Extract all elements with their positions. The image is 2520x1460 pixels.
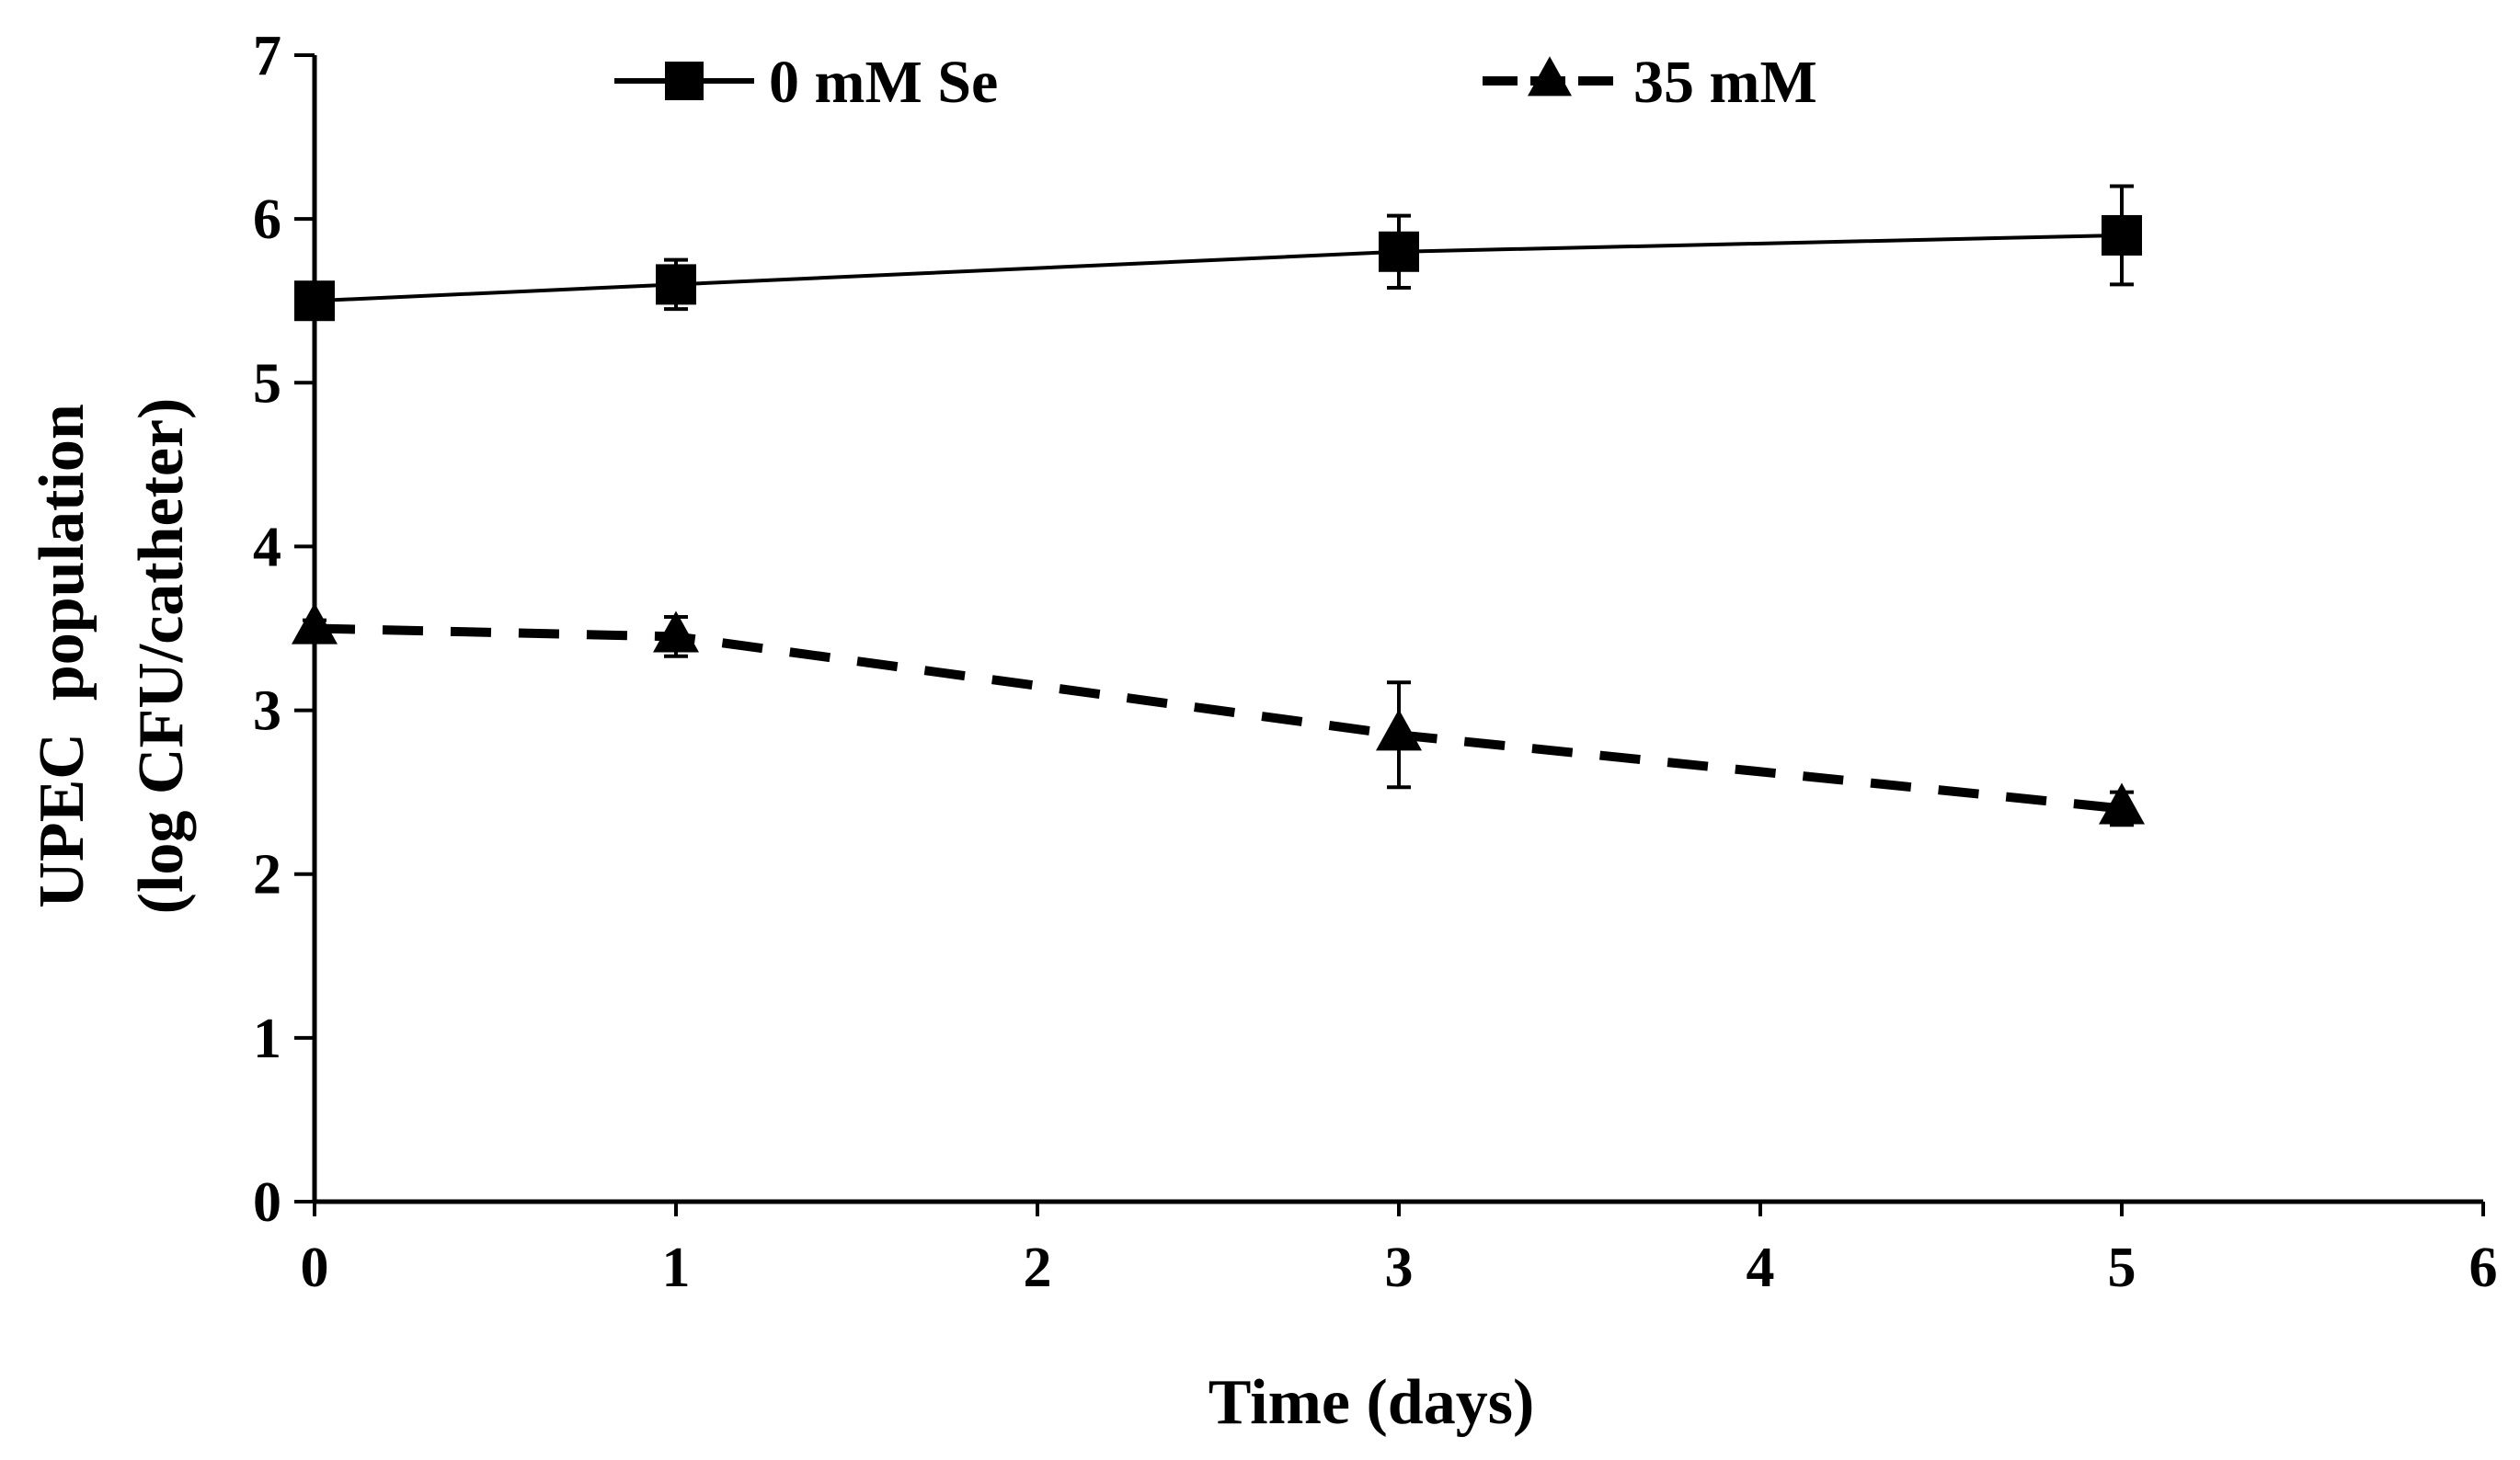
- series-1: [294, 184, 2142, 322]
- x-tick-label: 2: [1024, 1237, 1052, 1299]
- legend-marker: [1528, 56, 1572, 97]
- y-tick-label: 3: [253, 680, 281, 743]
- legend-label: 0 mM Se: [769, 49, 998, 116]
- x-tick-label: 3: [1385, 1237, 1414, 1299]
- y-tick-label: 5: [253, 352, 281, 415]
- y-tick-label: 4: [253, 516, 281, 578]
- data-point: [294, 280, 335, 322]
- y-tick-label: 6: [253, 188, 281, 251]
- x-tick-label: 6: [2469, 1237, 2498, 1299]
- data-point: [1379, 231, 1419, 272]
- y-tick-label: 7: [253, 25, 281, 87]
- legend-item-1: 0 mM Se: [614, 49, 998, 116]
- x-tick-label: 1: [662, 1237, 691, 1299]
- series-layer: [292, 184, 2145, 827]
- data-point: [2099, 782, 2145, 825]
- x-tick-label: 5: [2108, 1237, 2136, 1299]
- y-tick-label: 2: [253, 844, 281, 907]
- series-line: [314, 233, 2123, 303]
- y-axis-title-line-2: (log CFU/catheter): [126, 398, 197, 915]
- legend-item-2: 35 mM: [1483, 49, 1817, 116]
- data-point: [656, 264, 696, 305]
- series-2: [292, 602, 2145, 827]
- series-line: [314, 623, 2123, 814]
- y-tick-label: 0: [253, 1171, 281, 1234]
- data-point: [292, 602, 338, 644]
- legend-marker: [665, 62, 704, 100]
- data-point: [1376, 709, 1422, 751]
- data-point: [653, 610, 699, 653]
- y-axis-title-line-1: UPEC population: [27, 404, 97, 907]
- y-tick-label: 1: [253, 1008, 281, 1070]
- data-point: [2102, 214, 2142, 256]
- x-tick-label: 0: [301, 1237, 329, 1299]
- ticks: 0 1 2 3 4 5 6 0 1 2 3 4 5 6 7: [253, 25, 2498, 1299]
- legend: 0 mM Se 35 mM: [614, 49, 1817, 116]
- legend-label: 35 mM: [1633, 49, 1817, 116]
- x-axis-title: Time (days): [1208, 1367, 1535, 1438]
- x-tick-label: 4: [1747, 1237, 1775, 1299]
